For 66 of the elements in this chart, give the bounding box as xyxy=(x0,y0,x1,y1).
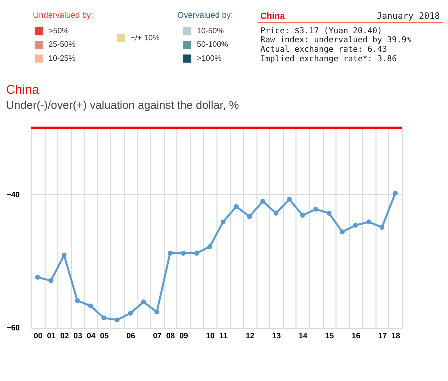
y-tick-label: −60 xyxy=(6,324,21,333)
point xyxy=(274,211,279,216)
x-tick-label: 05 xyxy=(100,331,110,340)
x-tick-label: 03 xyxy=(74,331,84,340)
x-tick-label: 16 xyxy=(352,331,362,340)
point xyxy=(247,214,252,220)
x-tick-label: 13 xyxy=(272,331,282,340)
x-tick-label: 04 xyxy=(86,331,96,340)
y-tick-label: −40 xyxy=(6,190,21,200)
point xyxy=(260,199,266,204)
chart-subtitle: Under(-)/over(+) valuation against the dollar, % xyxy=(6,100,240,112)
point xyxy=(128,311,134,316)
x-tick-label: 06 xyxy=(126,331,136,340)
point xyxy=(366,220,372,225)
x-tick-label: 09 xyxy=(180,331,190,340)
point xyxy=(287,197,292,202)
category-label: 10-25% xyxy=(48,54,76,63)
point xyxy=(300,213,306,218)
x-tick-label: 14 xyxy=(298,331,308,340)
point xyxy=(353,223,358,228)
point xyxy=(35,275,40,280)
x-tick-label: 01 xyxy=(47,331,57,340)
x-tick-label: 02 xyxy=(60,331,70,340)
point xyxy=(168,251,173,256)
point xyxy=(326,211,332,216)
point xyxy=(234,204,239,210)
text: Actual exchange rate: 6.43 xyxy=(260,44,388,54)
x-tick-label: 11 xyxy=(220,331,229,340)
x-tick-label: 07 xyxy=(153,331,162,340)
point xyxy=(380,225,385,230)
point xyxy=(141,300,146,305)
text: Raw index: undervalued by 39.9% xyxy=(260,34,412,45)
category-label: >50% xyxy=(48,26,70,36)
text: January 2018 xyxy=(376,12,440,22)
text: Overvalued by: xyxy=(178,10,234,20)
point xyxy=(220,220,226,225)
category-label: >100% xyxy=(197,54,222,63)
x-tick-label: 08 xyxy=(166,331,176,340)
point xyxy=(181,251,186,256)
point xyxy=(393,191,398,196)
category-label: 25-50% xyxy=(48,40,76,50)
text: Undervalued by: xyxy=(33,10,94,20)
text: Implied exchange rate*: 3.86 xyxy=(260,53,398,64)
x-tick-label: 18 xyxy=(392,331,401,340)
point xyxy=(208,244,212,250)
x-tick-label: 15 xyxy=(325,331,335,340)
point xyxy=(62,253,67,258)
category-label: −/+ 10% xyxy=(130,33,160,42)
text: China xyxy=(260,10,286,21)
point xyxy=(75,298,80,304)
chart-title: China xyxy=(6,83,40,98)
point xyxy=(340,230,345,235)
point xyxy=(154,310,160,315)
point xyxy=(48,278,54,284)
category-label: 10-50% xyxy=(197,26,224,36)
category-label: 50-100% xyxy=(197,40,228,50)
x-tick-label: 17 xyxy=(378,331,388,340)
point xyxy=(194,251,200,256)
point xyxy=(314,207,318,212)
x-tick-label: 00 xyxy=(34,331,44,340)
point xyxy=(102,316,107,321)
x-tick-label: 12 xyxy=(246,331,256,340)
point xyxy=(114,318,120,323)
text: Price: $3.17 (Yuan 20.40) xyxy=(260,25,382,36)
point xyxy=(88,304,94,309)
x-tick-label: 10 xyxy=(206,331,216,340)
